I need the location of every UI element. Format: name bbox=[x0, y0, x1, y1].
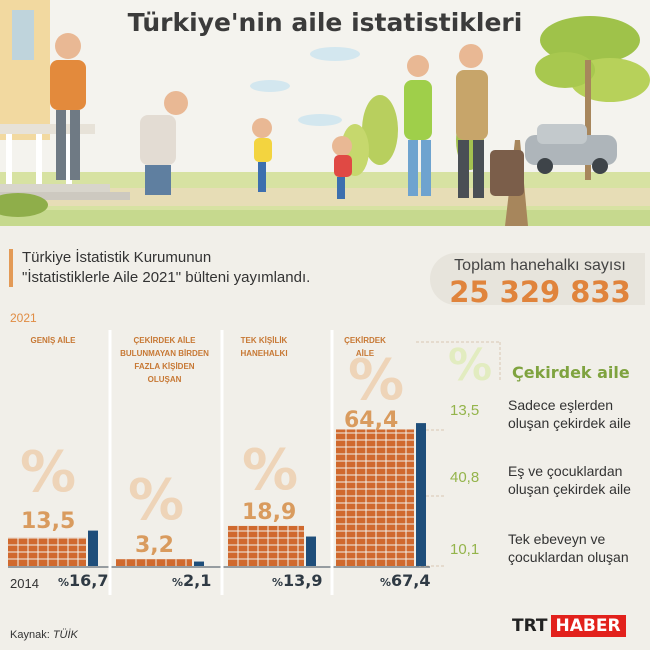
total-box bbox=[430, 253, 645, 305]
value-2014-cekirdek-number: 67,4 bbox=[391, 571, 431, 590]
value-2014-genis-number: 16,7 bbox=[69, 571, 109, 590]
bar-2021 bbox=[336, 429, 414, 566]
cekirdek-percent-sign: % bbox=[448, 340, 493, 391]
column-label-cekirdek: ÇEKİRDEK AİLE bbox=[344, 336, 386, 358]
percent-sign: % bbox=[348, 348, 405, 413]
cloud-icon bbox=[250, 80, 290, 92]
source-note: Kaynak: TÜİK bbox=[10, 629, 78, 641]
cekirdek-item-value: 40,8 bbox=[450, 469, 480, 486]
bar-2021 bbox=[116, 559, 192, 566]
cekirdek-item-text: Sadece eşlerden oluşan çekirdek aile bbox=[508, 396, 631, 432]
cekirdek-item-text: Tek ebeveyn ve çocuklardan oluşan bbox=[508, 530, 629, 566]
cekirdek-item-line1: Eş ve çocuklardan bbox=[508, 463, 623, 479]
grandmother-figure bbox=[140, 91, 188, 195]
cekirdek-item-line1: Tek ebeveyn ve bbox=[508, 531, 606, 547]
car-icon bbox=[525, 124, 617, 174]
cekirdek-item-value: 10,1 bbox=[450, 541, 480, 558]
value-2014-tek-kisilik: %13,9 bbox=[272, 571, 323, 590]
cekirdek-item-text: Eş ve çocuklardan oluşan çekirdek aile bbox=[508, 462, 631, 498]
total-label: Toplam hanehalkı sayısı bbox=[454, 257, 626, 274]
mother-figure bbox=[404, 55, 432, 196]
percent-sign: % bbox=[242, 438, 299, 503]
total-value: 25 329 833 bbox=[449, 275, 631, 309]
cloud-icon bbox=[310, 47, 360, 61]
bar-2014 bbox=[88, 530, 98, 566]
subtitle-accent-bar bbox=[9, 249, 13, 287]
trt-haber-logo: TRT HABER bbox=[512, 614, 626, 638]
value-2014-cekirdek-bulunmayan: %2,1 bbox=[172, 571, 211, 590]
cloud-icon bbox=[298, 114, 342, 126]
year-2021-label: 2021 bbox=[10, 311, 37, 325]
percent-prefix: % bbox=[272, 576, 284, 589]
value-2014-cekirdek: %67,4 bbox=[380, 571, 431, 590]
bar-2014 bbox=[306, 536, 316, 566]
child-figure bbox=[332, 136, 352, 199]
value-2014-tek-kisilik-number: 13,9 bbox=[283, 571, 323, 590]
source-value: TÜİK bbox=[52, 629, 78, 641]
bar-2021 bbox=[228, 525, 304, 566]
value-2021-cekirdek-bulunmayan: 3,2 bbox=[135, 533, 174, 558]
cekirdek-item-line2: çocuklardan oluşan bbox=[508, 549, 629, 565]
percent-prefix: % bbox=[58, 576, 70, 589]
percent-prefix: % bbox=[172, 576, 184, 589]
page-title: Türkiye'nin aile istatistikleri bbox=[127, 8, 523, 37]
value-2021-cekirdek: 64,4 bbox=[344, 408, 399, 433]
cekirdek-title: Çekirdek aile bbox=[512, 363, 630, 382]
value-2021-genis: 13,5 bbox=[21, 509, 76, 534]
logo-haber: HABER bbox=[550, 615, 626, 637]
family-illustration bbox=[0, 0, 650, 226]
father-figure bbox=[456, 44, 524, 198]
percent-sign: % bbox=[20, 440, 77, 505]
percent-prefix: % bbox=[380, 576, 392, 589]
cekirdek-item-value: 13,5 bbox=[450, 402, 480, 419]
value-2014-cekirdek-bulunmayan-number: 2,1 bbox=[183, 571, 212, 590]
bar-2014 bbox=[416, 423, 426, 566]
source-label: Kaynak: bbox=[10, 629, 50, 641]
grandfather-figure bbox=[50, 33, 86, 180]
cekirdek-item-line2: oluşan çekirdek aile bbox=[508, 415, 631, 431]
child-figure bbox=[252, 118, 272, 192]
house-icon bbox=[0, 0, 130, 217]
column-label-tek-kisilik: TEK KİŞİLİK HANEHALKI bbox=[240, 336, 288, 358]
column-label-cekirdek-bulunmayan: ÇEKİRDEK AİLE BULUNMAYAN BİRDEN FAZLA Kİ… bbox=[120, 336, 209, 384]
percent-sign: % bbox=[128, 468, 185, 533]
value-2014-genis: %16,7 bbox=[58, 571, 109, 590]
subtitle-line-2: "İstatistiklerle Aile 2021" bülteni yayı… bbox=[22, 269, 311, 286]
year-2014-label: 2014 bbox=[10, 576, 39, 591]
logo-trt: TRT bbox=[512, 616, 548, 636]
subtitle: Türkiye İstatistik Kurumunun "İstatistik… bbox=[22, 248, 382, 288]
subtitle-line-1: Türkiye İstatistik Kurumunun bbox=[22, 249, 212, 266]
cekirdek-item-line2: oluşan çekirdek aile bbox=[508, 481, 631, 497]
bar-2014 bbox=[194, 561, 204, 566]
column-label-genis: GENİŞ AİLE bbox=[30, 336, 76, 345]
cekirdek-item-line1: Sadece eşlerden bbox=[508, 397, 614, 413]
value-2021-tek-kisilik: 18,9 bbox=[242, 500, 297, 525]
